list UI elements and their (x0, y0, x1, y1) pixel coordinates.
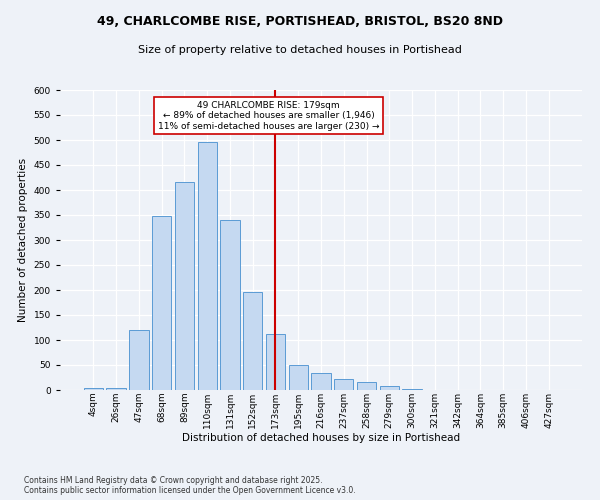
Text: 49, CHARLCOMBE RISE, PORTISHEAD, BRISTOL, BS20 8ND: 49, CHARLCOMBE RISE, PORTISHEAD, BRISTOL… (97, 15, 503, 28)
Bar (175, 182, 194, 390)
Bar (152, 216, 172, 390)
Text: Size of property relative to detached houses in Portishead: Size of property relative to detached ho… (138, 45, 462, 55)
X-axis label: Distribution of detached houses by size in Portishead: Distribution of detached houses by size … (182, 434, 460, 444)
Bar (357, 382, 376, 390)
Bar (220, 220, 239, 390)
Bar (380, 386, 399, 390)
Bar (289, 365, 308, 390)
Bar (403, 389, 422, 390)
Bar (129, 330, 149, 390)
Bar (266, 334, 285, 390)
Y-axis label: Number of detached properties: Number of detached properties (18, 158, 28, 322)
Bar (243, 292, 262, 390)
Bar (84, 388, 103, 390)
Bar (334, 379, 353, 390)
Text: 49 CHARLCOMBE RISE: 179sqm
← 89% of detached houses are smaller (1,946)
11% of s: 49 CHARLCOMBE RISE: 179sqm ← 89% of deta… (158, 101, 379, 131)
Text: Contains HM Land Registry data © Crown copyright and database right 2025.
Contai: Contains HM Land Registry data © Crown c… (24, 476, 356, 495)
Bar (197, 142, 217, 390)
Bar (106, 388, 126, 390)
Bar (311, 372, 331, 390)
